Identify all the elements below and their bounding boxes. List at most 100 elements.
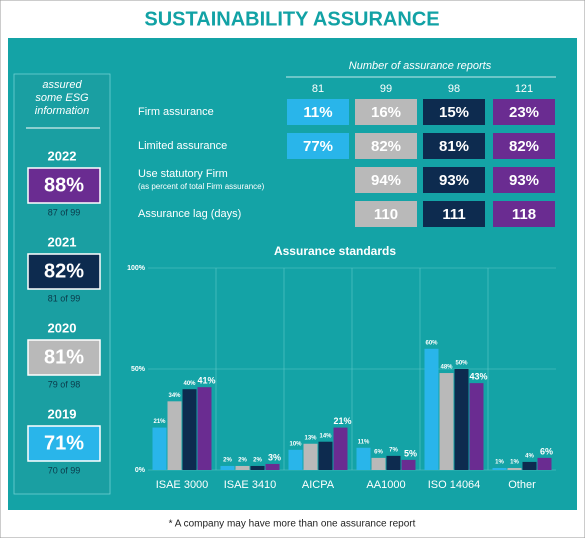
value-label: 2% bbox=[238, 458, 247, 464]
value-label: 2% bbox=[253, 458, 262, 464]
bar bbox=[492, 467, 507, 470]
bar bbox=[522, 461, 537, 470]
cell-value: 11% bbox=[303, 104, 332, 121]
year: 2019 bbox=[48, 406, 77, 421]
value-label: 6% bbox=[374, 449, 383, 455]
value-label: 3% bbox=[268, 452, 281, 462]
year: 2021 bbox=[48, 234, 77, 249]
value-box bbox=[27, 167, 101, 204]
value: 88% bbox=[44, 174, 84, 196]
bar bbox=[386, 455, 401, 470]
bar bbox=[288, 449, 303, 470]
cell-value: 16% bbox=[371, 104, 401, 121]
value-label: 41% bbox=[197, 376, 215, 386]
bar bbox=[318, 441, 333, 470]
cell bbox=[355, 201, 417, 227]
value-label: 48% bbox=[440, 365, 453, 371]
bar bbox=[454, 369, 469, 470]
value-label: 34% bbox=[168, 393, 181, 399]
cell bbox=[423, 201, 485, 227]
bar bbox=[235, 465, 250, 470]
column-count: 121 bbox=[515, 83, 533, 95]
cell bbox=[493, 167, 555, 193]
cell-value: 118 bbox=[512, 206, 536, 223]
value-label: 5% bbox=[404, 448, 417, 458]
cell-value: 82% bbox=[509, 138, 539, 155]
x-tick-label: ISO 14064 bbox=[428, 479, 481, 491]
cell bbox=[493, 99, 555, 125]
x-tick-label: ISAE 3000 bbox=[156, 479, 209, 491]
cell-value: 23% bbox=[509, 104, 539, 121]
value: 71% bbox=[44, 432, 84, 454]
cell bbox=[355, 99, 417, 125]
bar bbox=[265, 463, 280, 470]
row-sublabel: (as percent of total Firm assurance) bbox=[138, 182, 265, 191]
y-tick-label: 0% bbox=[135, 467, 146, 474]
value-label: 11% bbox=[358, 439, 370, 445]
cell bbox=[493, 201, 555, 227]
x-tick-label: AA1000 bbox=[366, 479, 405, 491]
value-label: 43% bbox=[469, 372, 487, 382]
value-label: 40% bbox=[183, 381, 196, 387]
detail: 87 of 99 bbox=[48, 207, 81, 217]
bar bbox=[167, 401, 182, 470]
bar bbox=[197, 387, 212, 470]
value-label: 4% bbox=[525, 453, 534, 459]
value-label: 6% bbox=[540, 446, 553, 456]
cell-value: 93% bbox=[509, 172, 539, 189]
cell bbox=[287, 99, 349, 125]
value-label: 50% bbox=[455, 361, 468, 367]
cell-value: 81% bbox=[439, 138, 469, 155]
value-label: 21% bbox=[153, 419, 166, 425]
value-label: 21% bbox=[333, 416, 351, 426]
detail: 79 of 98 bbox=[48, 379, 81, 389]
cell bbox=[287, 133, 349, 159]
value: 81% bbox=[44, 346, 84, 368]
value-box bbox=[27, 425, 101, 462]
bar bbox=[401, 459, 416, 470]
value-label: 1% bbox=[495, 460, 504, 466]
x-tick-label: ISAE 3410 bbox=[224, 479, 277, 491]
value-label: 60% bbox=[425, 340, 438, 346]
cell bbox=[423, 99, 485, 125]
bar bbox=[250, 465, 265, 470]
y-tick-label: 50% bbox=[131, 366, 146, 373]
column-count: 81 bbox=[312, 83, 324, 95]
value: 82% bbox=[44, 260, 84, 282]
cell bbox=[423, 167, 485, 193]
y-tick-label: 100% bbox=[127, 265, 146, 272]
detail: 81 of 99 bbox=[48, 293, 81, 303]
bar bbox=[537, 457, 552, 470]
bar bbox=[182, 389, 197, 470]
row-label: Limited assurance bbox=[138, 140, 227, 152]
column-count: 99 bbox=[380, 83, 392, 95]
value-label: 14% bbox=[319, 433, 332, 439]
row-label: Firm assurance bbox=[138, 106, 214, 118]
year: 2022 bbox=[48, 148, 77, 163]
value-label: 2% bbox=[223, 458, 232, 464]
cell-value: 82% bbox=[371, 138, 401, 155]
column-count: 98 bbox=[448, 83, 460, 95]
cell-value: 111 bbox=[442, 206, 465, 223]
cell-value: 110 bbox=[374, 206, 398, 223]
cell bbox=[493, 133, 555, 159]
bar bbox=[439, 373, 454, 470]
value-label: 10% bbox=[289, 441, 302, 447]
footnote: * A company may have more than one assur… bbox=[169, 519, 416, 530]
value-box bbox=[27, 339, 101, 376]
value-label: 7% bbox=[389, 447, 398, 453]
cell bbox=[355, 167, 417, 193]
table-heading: Number of assurance reports bbox=[349, 60, 492, 72]
bar bbox=[220, 465, 235, 470]
value-label: 13% bbox=[304, 435, 317, 441]
bar bbox=[371, 457, 386, 470]
row-label: Assurance lag (days) bbox=[138, 208, 241, 220]
year: 2020 bbox=[48, 320, 77, 335]
x-tick-label: Other bbox=[508, 479, 536, 491]
bar bbox=[303, 443, 318, 470]
row-label: Use statutory Firm bbox=[138, 168, 228, 180]
cell-value: 94% bbox=[371, 172, 401, 189]
sidebar-heading: assured some ESG information bbox=[35, 79, 89, 117]
cell bbox=[423, 133, 485, 159]
